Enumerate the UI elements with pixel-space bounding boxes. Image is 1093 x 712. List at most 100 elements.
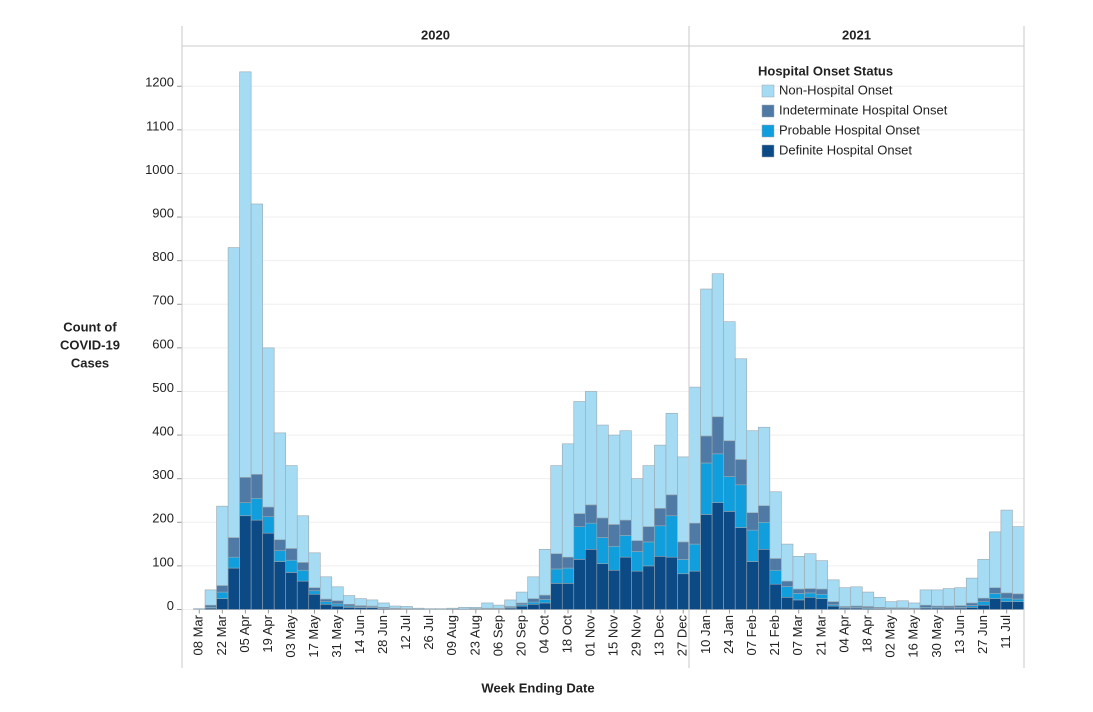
x-tick-label: 29 Nov <box>629 615 644 657</box>
bar-segment <box>262 506 275 517</box>
bar-segment <box>804 553 817 589</box>
bar-segment <box>492 604 505 609</box>
bar-segment <box>688 522 701 545</box>
bar-segment <box>273 550 287 562</box>
bar-segment <box>227 247 240 538</box>
x-tick-label: 16 May <box>906 615 921 658</box>
x-tick-label: 27 Jun <box>975 615 990 654</box>
bar-segment <box>262 347 275 508</box>
x-tick-label: 23 Aug <box>467 615 482 656</box>
bar-segment <box>319 576 333 600</box>
x-tick-label: 19 Apr <box>260 614 275 652</box>
bar-segment <box>285 548 298 561</box>
x-tick-label: 10 Jan <box>698 615 713 654</box>
bar-segment <box>734 527 748 610</box>
x-tick-label: 20 Sep <box>513 615 528 656</box>
bar-segment <box>538 602 552 610</box>
bar-segment <box>239 502 252 517</box>
bar-segment <box>527 603 540 610</box>
bar-segment <box>827 579 840 602</box>
bar-segment <box>850 586 863 607</box>
bar-segment <box>538 599 552 604</box>
bar-segment <box>389 605 402 609</box>
panel-title: 2020 <box>421 27 450 42</box>
bar-segment <box>677 559 690 575</box>
x-tick-label: 18 Apr <box>859 614 874 652</box>
bar-segment <box>250 203 263 475</box>
bar-segment <box>631 478 644 541</box>
bar-segment <box>239 71 252 478</box>
bar-segment <box>965 607 979 610</box>
bar-segment <box>239 515 252 610</box>
bar-segment <box>769 583 782 610</box>
x-tick-label: 13 Jun <box>952 615 967 654</box>
bar-segment <box>481 602 494 609</box>
y-tick-label: 0 <box>167 598 174 613</box>
bar-segment <box>412 607 425 610</box>
bar-segment <box>446 607 459 610</box>
x-tick-label: 21 Feb <box>767 615 782 655</box>
bar-segment <box>608 524 621 547</box>
bar-segment <box>1000 597 1013 602</box>
bar-segment <box>631 551 644 572</box>
bar-segment <box>584 391 598 506</box>
bar-segment <box>354 598 367 606</box>
bar-segment <box>815 560 828 590</box>
x-tick-label: 13 Dec <box>652 615 667 657</box>
x-tick-label: 02 May <box>883 615 898 658</box>
bar-segment <box>423 608 436 610</box>
y-tick-label: 400 <box>152 424 174 439</box>
bar-segment <box>296 580 310 610</box>
bar-segment <box>688 570 701 610</box>
bar-segment <box>296 562 310 571</box>
legend-label: Non-Hospital Onset <box>779 82 893 97</box>
bar-segment <box>781 580 794 587</box>
bar-segment <box>804 592 817 598</box>
bar-segment <box>619 519 632 536</box>
bar-segment <box>746 529 759 562</box>
bar-segment <box>654 525 667 557</box>
bar-segment <box>262 532 275 610</box>
legend-swatch <box>761 84 775 98</box>
bar-segment <box>700 462 713 515</box>
bar-segment <box>1000 509 1013 594</box>
bar-segment <box>665 412 678 496</box>
x-tick-label: 30 May <box>929 615 944 658</box>
bar-segment <box>827 605 840 610</box>
bar-segment <box>654 444 667 509</box>
bar-segment <box>596 424 609 519</box>
bar-segment <box>942 588 955 607</box>
bar-segment <box>873 596 886 608</box>
bar-segment <box>711 273 724 418</box>
bar-segment <box>308 587 321 592</box>
bar-segment <box>619 556 632 610</box>
bar-segment <box>608 434 621 525</box>
bar-segment <box>665 494 678 517</box>
bar-segment <box>400 606 413 609</box>
bar-segment <box>977 559 990 599</box>
bar-segment <box>781 596 794 610</box>
bar-segment <box>619 535 632 558</box>
legend-swatch <box>761 144 775 158</box>
bar-segment <box>654 508 667 527</box>
bar-segment <box>561 567 575 584</box>
bar-segment <box>815 593 828 599</box>
x-tick-label: 28 Jun <box>375 615 390 654</box>
x-tick-label: 04 Oct <box>536 615 551 654</box>
x-tick-label: 01 Nov <box>582 615 597 657</box>
bar-segment <box>723 321 736 442</box>
y-tick-label: 700 <box>152 293 174 308</box>
bar-segment <box>1012 526 1025 595</box>
bar-segment <box>827 601 840 606</box>
bar-segment <box>734 459 748 486</box>
bar-segment <box>273 432 287 541</box>
bar-segment <box>469 607 482 609</box>
bar-segment <box>989 593 1002 599</box>
bar-segment <box>377 602 390 608</box>
bar-segment <box>792 588 805 594</box>
bar-segment <box>723 476 736 512</box>
bar-segment <box>561 443 575 558</box>
bar-segment <box>331 603 344 607</box>
y-tick-label: 1200 <box>145 75 174 90</box>
bar-segment <box>1000 592 1013 599</box>
